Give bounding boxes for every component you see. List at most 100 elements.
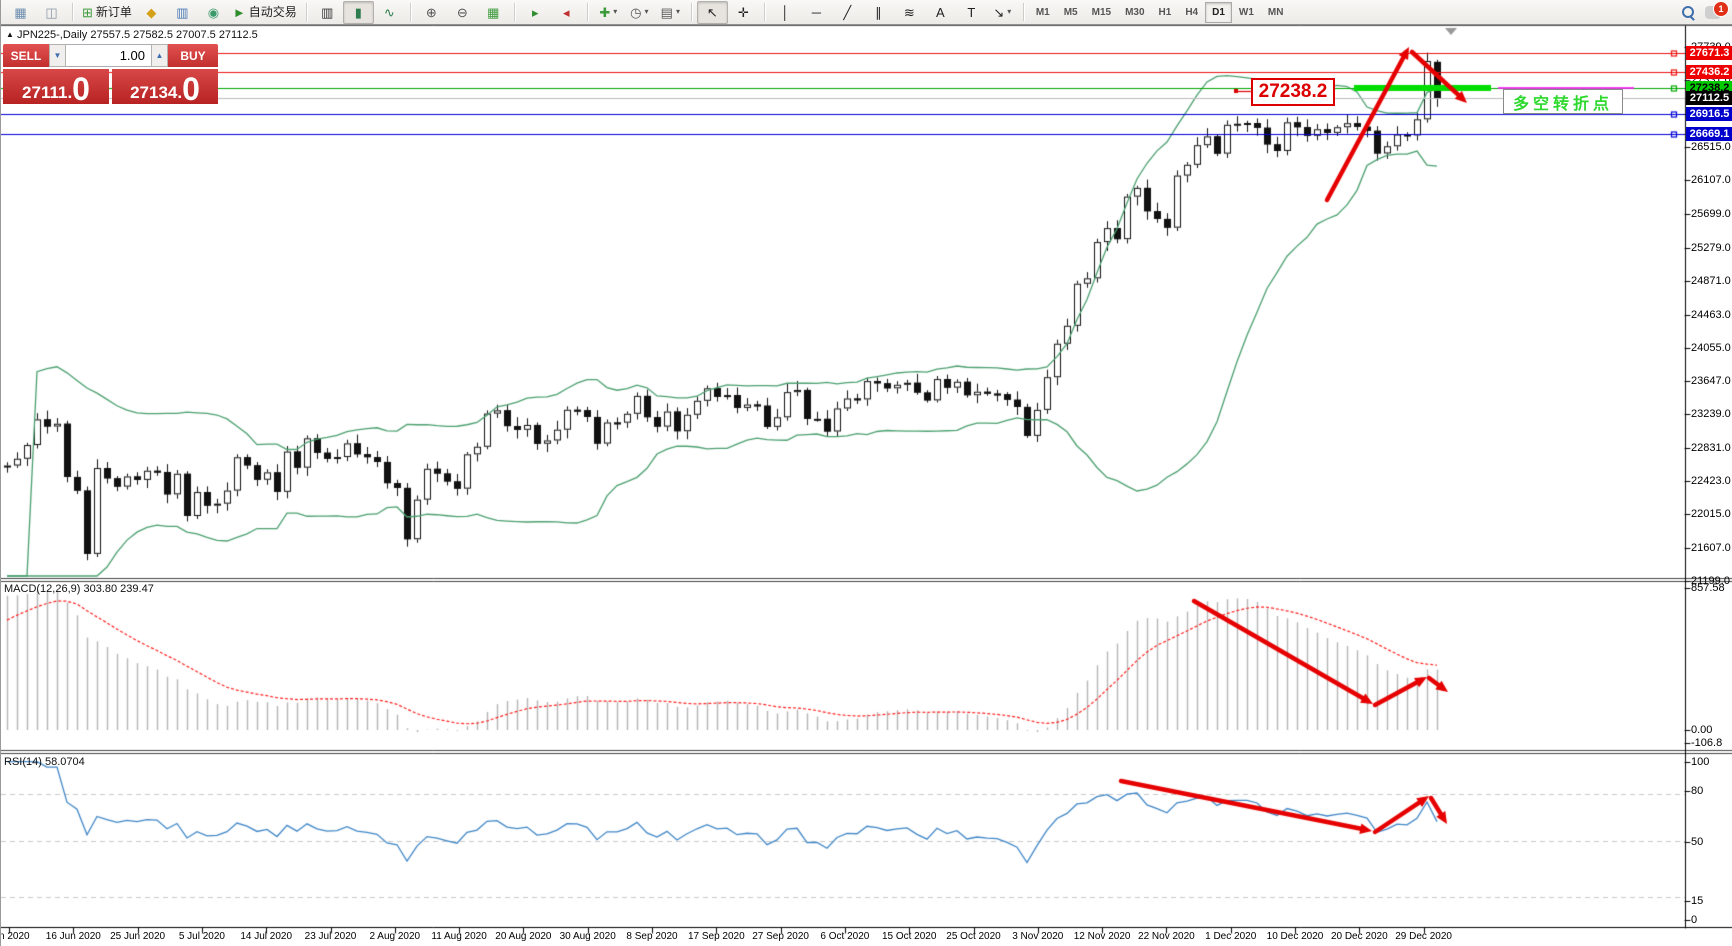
add-indicator-button[interactable]: ✚ ▾ [593, 1, 624, 24]
chart-title: ▲ JPN225-,Daily 27557.5 27582.5 27007.5 … [6, 29, 258, 41]
toolbar-separator [305, 3, 307, 21]
tile-windows-button[interactable]: ▦ [478, 1, 509, 24]
macd-indicator-label: MACD(12,26,9) 303.80 239.47 [4, 583, 154, 595]
volume-input[interactable]: 1.00 [66, 44, 151, 67]
toolbar-separator [513, 3, 515, 21]
timeframe-mn-button[interactable]: MN [1267, 6, 1284, 18]
cursor-button[interactable]: ↖ [696, 0, 728, 24]
symbol-timeframe-label: JPN225-,Daily [16, 29, 88, 41]
notifications-icon[interactable]: 1 [1705, 0, 1729, 19]
turning-point-annotation[interactable]: 多空转折点 [1503, 89, 1623, 114]
text-label-icon: T [967, 4, 976, 20]
toolbar-separator [1022, 3, 1024, 21]
timeframe-m1-button[interactable]: M1 [1035, 6, 1050, 18]
chart-profiles-button[interactable]: ◫ [36, 1, 67, 24]
tile-windows-icon: ▦ [487, 4, 500, 20]
timeframe-d1-button[interactable]: D1 [1205, 1, 1232, 23]
text-label-button[interactable]: T [956, 1, 987, 24]
toolbar-separator [763, 3, 765, 21]
crosshair-button[interactable]: ✛ [728, 1, 759, 24]
zoom-out-button[interactable]: ⊖ [447, 1, 478, 24]
timeframe-w1-button[interactable]: W1 [1238, 6, 1254, 18]
data-window-button[interactable]: ▥ [167, 1, 198, 24]
date-axis-label: 17 Sep 2020 [687, 931, 745, 942]
sell-price[interactable]: 27111. 0 [3, 69, 109, 107]
date-axis-label: 25 Jun 2020 [110, 931, 166, 942]
periods-caret-icon: ▾ [644, 7, 649, 16]
date-axis-label: 14 Jul 2020 [240, 931, 293, 942]
horizontal-line-button[interactable]: ─ [801, 1, 832, 24]
trendline-button[interactable]: ╱ [832, 1, 863, 24]
auto-scroll-button[interactable]: ▸ [520, 1, 551, 24]
line-chart-view-icon: ∿ [383, 4, 395, 20]
zoom-in-icon: ⊕ [425, 4, 437, 20]
market-watch-button[interactable]: ◆ [136, 1, 167, 24]
search-icon[interactable] [1682, 5, 1695, 21]
rsi-axis-tick: 15 [1691, 895, 1704, 907]
line-chart-view-button[interactable]: ∿ [374, 1, 405, 24]
timeframe-m5-button[interactable]: M5 [1063, 6, 1078, 18]
buy-price-dot: . [177, 83, 183, 102]
date-axis-label: 10 Dec 2020 [1266, 931, 1324, 942]
new-order-button[interactable]: ⊞ 新订单 [78, 1, 136, 24]
notification-badge: 1 [1713, 0, 1729, 17]
volume-decrease-button[interactable]: ▼ [49, 44, 66, 67]
date-axis-label: 16 Jun 2020 [45, 931, 101, 942]
macd-axis-tick: 857.58 [1691, 582, 1725, 594]
price-level-label: 27671.3 [1686, 45, 1732, 60]
price-callout-box[interactable]: 27238.2 [1251, 78, 1335, 106]
auto-trading-button[interactable]: ► 自动交易 [229, 1, 301, 24]
arrows-tool-caret-icon: ▾ [1007, 7, 1012, 16]
sell-price-dot: . [67, 83, 73, 102]
vertical-line-button[interactable]: │ [770, 1, 801, 24]
new-chart-icon: ▦ [14, 4, 27, 20]
price-axis-tick: 21607.0 [1691, 541, 1731, 554]
new-chart-button[interactable]: ▦ [5, 1, 36, 24]
timeframe-group: M1 M5 M15 M30 H1 H4 D1 W1 MN [1027, 0, 1293, 24]
arrows-tool-button[interactable]: ↘ ▾ [987, 1, 1018, 24]
arrows-tool-icon: ↘ [993, 4, 1005, 20]
fibonacci-retracement-button[interactable]: ≋ [894, 1, 925, 24]
new-order-icon: ⊞ [82, 4, 93, 20]
bar-chart-view-button[interactable]: ▥ [312, 1, 343, 24]
timeframe-h1-button[interactable]: H1 [1158, 6, 1172, 18]
timeframe-m15-button[interactable]: M15 [1091, 6, 1112, 18]
date-axis-label: 25 Oct 2020 [946, 931, 1001, 942]
text-button[interactable]: A [925, 1, 956, 24]
toolbar-group: ▥ ▮ ∿ [310, 0, 407, 24]
signals-button[interactable]: ◉ [198, 1, 229, 24]
price-level-label: 27112.5 [1686, 91, 1732, 106]
buy-button[interactable]: BUY [168, 44, 218, 67]
sell-button[interactable]: SELL [3, 44, 49, 67]
sell-price-main: 27111 [22, 83, 68, 102]
auto-trading-label: 自动交易 [248, 5, 297, 19]
timeframe-h4-button[interactable]: H4 [1185, 6, 1199, 18]
sell-price-pips: 0 [72, 71, 90, 107]
chart-shift-button[interactable]: ◂ [551, 1, 582, 24]
toolbar-right: 1 [1682, 0, 1731, 21]
candlestick-view-button[interactable]: ▮ [342, 0, 374, 24]
date-axis-label: 11 Aug 2020 [431, 931, 487, 942]
toolbar-group: ⊕ ⊖ ▦ [414, 0, 511, 24]
fibonacci-retracement-icon: ≋ [903, 4, 915, 20]
signals-icon: ◉ [207, 4, 220, 20]
date-axis-label: 2 Aug 2020 [369, 931, 421, 942]
date-axis-label: 27 Sep 2020 [752, 931, 809, 942]
equidistant-channel-button[interactable]: ∥ [863, 1, 894, 24]
toolbar-group: ▦ ◫ [3, 0, 69, 24]
horizontal-line-icon: ─ [811, 4, 821, 20]
date-axis-label: 30 Aug 2020 [559, 931, 616, 942]
price-axis-tick: 22423.0 [1691, 475, 1731, 488]
periods-button[interactable]: ◷ ▾ [624, 1, 655, 24]
zoom-in-button[interactable]: ⊕ [416, 1, 447, 24]
date-axis-label: 8 Sep 2020 [626, 931, 678, 942]
toolbar-separator [586, 3, 588, 21]
templates-button[interactable]: ▤ ▾ [655, 1, 686, 24]
timeframe-m30-button[interactable]: M30 [1125, 6, 1145, 18]
volume-increase-button[interactable]: ▲ [151, 44, 168, 67]
toolbar-group: ⊞ 新订单 ◆ ▥ ◉ ► 自动交易 [76, 0, 303, 24]
toolbar-group: ▸ ◂ [518, 0, 584, 24]
buy-price[interactable]: 27134. 0 [112, 69, 218, 105]
toolbar-separator [690, 3, 692, 21]
